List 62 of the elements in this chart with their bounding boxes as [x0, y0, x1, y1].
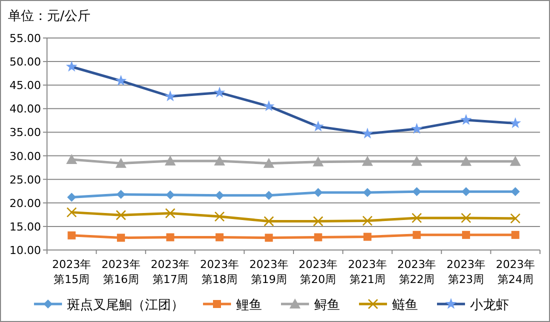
- y-tick-label: 40.00: [10, 102, 41, 116]
- point: [115, 158, 126, 168]
- point: [164, 155, 176, 166]
- point: [216, 233, 224, 242]
- point: [214, 211, 225, 222]
- x-tick-label: 2023年第22周: [397, 258, 436, 286]
- y-tick-label: 30.00: [10, 150, 41, 163]
- x-tick-label: 2023年第21周: [348, 258, 387, 286]
- x-tick-label: 2023年第15周: [52, 258, 92, 286]
- point: [314, 233, 322, 242]
- legend-label: 小龙虾: [470, 298, 509, 313]
- point: [511, 230, 520, 239]
- y-tick-label: 45.00: [10, 79, 41, 92]
- point: [460, 212, 472, 224]
- point: [411, 156, 422, 166]
- point: [510, 187, 520, 196]
- x-tick-label: 2023年第19周: [249, 258, 288, 286]
- point: [460, 156, 472, 166]
- x-tick-label: 2023年第20周: [298, 258, 338, 286]
- y-tick-label: 55.00: [10, 32, 41, 45]
- point: [67, 192, 76, 202]
- y-tick-label: 50.00: [10, 56, 41, 69]
- point: [510, 213, 520, 224]
- x-tick-label: 2023年第23周: [446, 258, 486, 286]
- point: [412, 187, 422, 196]
- y-tick-label: 15.00: [10, 220, 41, 234]
- legend-label: 鲟鱼: [314, 298, 340, 313]
- point: [116, 210, 126, 220]
- x-tick-label: 2023年第16周: [101, 258, 140, 286]
- point: [68, 231, 76, 240]
- point: [362, 216, 373, 226]
- point: [264, 216, 274, 226]
- point: [214, 155, 226, 166]
- point: [264, 234, 273, 242]
- point: [412, 230, 421, 239]
- legend-label: 斑点叉尾鮰（江团）: [67, 298, 184, 313]
- legend-label: 鲢鱼: [392, 298, 418, 313]
- point: [363, 232, 372, 241]
- y-tick-label: 35.00: [10, 126, 41, 140]
- point: [66, 207, 77, 218]
- point: [263, 158, 274, 168]
- point: [116, 190, 126, 199]
- point: [165, 208, 176, 218]
- legend-label: 鲤鱼: [236, 298, 262, 313]
- point: [312, 156, 324, 166]
- chart-title: 单位：元/公斤: [8, 9, 90, 24]
- point: [264, 190, 274, 200]
- point: [462, 230, 470, 239]
- point: [313, 216, 324, 226]
- y-tick-label: 25.00: [10, 173, 41, 186]
- point: [362, 156, 373, 166]
- x-tick-label: 2023年第18周: [200, 258, 240, 286]
- y-tick-label: 20.00: [10, 196, 41, 210]
- point: [166, 233, 174, 242]
- y-tick-label: 10.00: [10, 244, 41, 257]
- point: [510, 156, 521, 166]
- point: [412, 212, 422, 224]
- point: [116, 234, 125, 242]
- point: [66, 154, 78, 164]
- x-tick-label: 2023年第17周: [150, 258, 190, 286]
- x-tick-label: 2023年第24周: [496, 258, 535, 286]
- point: [166, 190, 175, 200]
